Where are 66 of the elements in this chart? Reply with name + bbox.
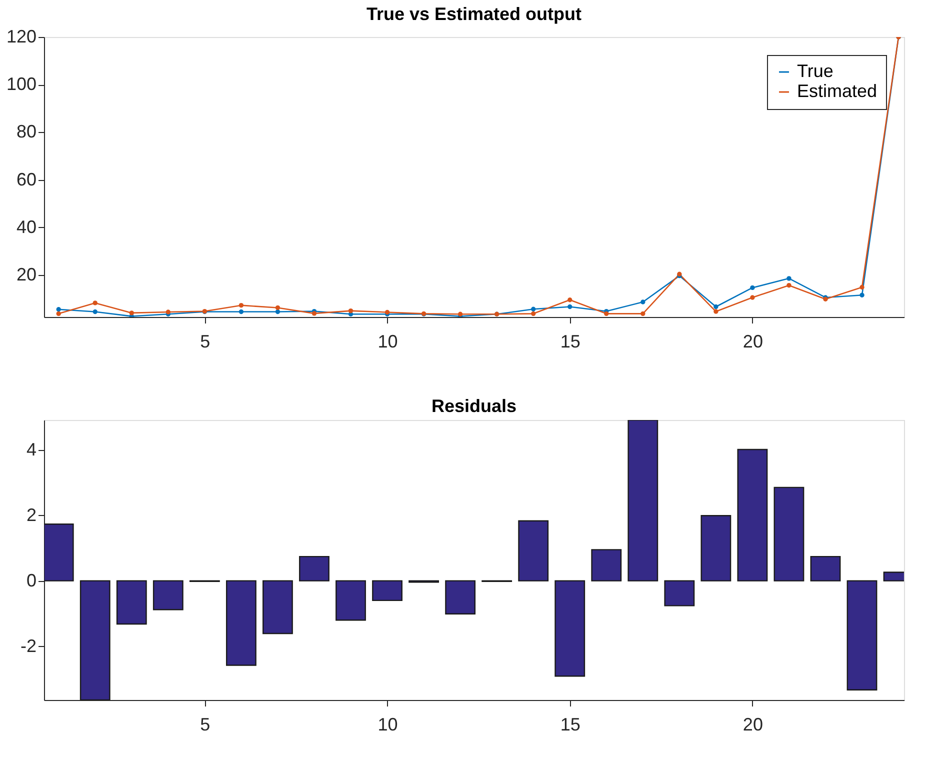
- point: [312, 311, 317, 316]
- bar: [445, 580, 476, 614]
- point: [56, 307, 61, 312]
- point: [530, 311, 536, 316]
- point: [860, 292, 864, 298]
- point: [714, 309, 718, 314]
- bar: [628, 420, 658, 582]
- point: [530, 306, 536, 312]
- bar: [336, 580, 366, 621]
- bar: [518, 520, 549, 582]
- bar: [737, 448, 768, 582]
- bar: [554, 580, 586, 677]
- point: [640, 300, 646, 304]
- bar: [116, 580, 147, 625]
- y-tick-label: 100: [6, 74, 36, 94]
- bar: [774, 486, 804, 582]
- point: [568, 304, 572, 310]
- bar: [846, 580, 878, 690]
- bar: [664, 580, 695, 606]
- point: [348, 308, 354, 314]
- point: [860, 284, 864, 290]
- legend-label: Estimated: [797, 81, 878, 101]
- y-tick-label: 40: [16, 216, 36, 237]
- point: [750, 295, 755, 300]
- bar: [810, 556, 841, 582]
- bar: [372, 580, 402, 602]
- x-tick-label: 20: [742, 332, 763, 352]
- y-tick-label: 20: [16, 264, 36, 285]
- x-tick-label: 10: [378, 714, 398, 734]
- legend-label: True: [797, 61, 834, 81]
- bar: [700, 515, 732, 582]
- point: [238, 309, 244, 314]
- bar: [262, 580, 293, 634]
- y-tick-label: 0: [26, 570, 36, 590]
- y-tick-label: 120: [6, 26, 36, 46]
- point: [640, 311, 646, 316]
- x-tick-label: 10: [378, 332, 398, 352]
- point: [56, 311, 61, 316]
- point: [92, 309, 98, 314]
- x-tick-label: 15: [560, 714, 580, 734]
- point: [568, 298, 572, 302]
- x-tick-label: 20: [742, 714, 763, 734]
- point: [275, 309, 280, 314]
- point: [275, 305, 280, 310]
- point: [786, 282, 792, 288]
- point: [238, 302, 244, 308]
- x-tick-label: 5: [200, 714, 210, 734]
- bar: [591, 549, 622, 582]
- point: [92, 300, 98, 306]
- point: [604, 311, 609, 316]
- point: [129, 310, 134, 316]
- point: [714, 304, 718, 310]
- x-tick-label: 5: [200, 332, 210, 352]
- chart-title: True vs Estimated output: [366, 4, 582, 24]
- point: [786, 276, 792, 281]
- x-tick-label: 15: [560, 332, 580, 352]
- y-tick-label: 2: [26, 504, 36, 525]
- bar: [226, 580, 256, 666]
- point: [750, 285, 755, 290]
- bar: [299, 556, 330, 582]
- y-tick-label: 60: [16, 169, 36, 190]
- bar: [152, 580, 184, 610]
- y-tick-label: -2: [20, 636, 36, 656]
- y-tick-label: 80: [16, 122, 36, 142]
- chart-title: Residuals: [431, 396, 517, 416]
- y-tick-label: 4: [26, 439, 36, 460]
